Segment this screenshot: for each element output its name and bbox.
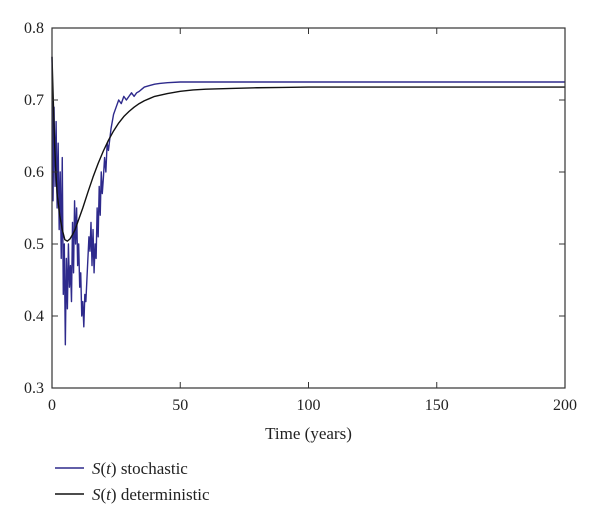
y-tick-label: 0.8	[24, 20, 44, 37]
ticks-layer: 0 50 100 150 200 0.3 0.4 0.5 0.6 0.7 0.8	[24, 20, 577, 414]
series-layer	[51, 56, 565, 346]
x-tick-label: 200	[553, 397, 577, 414]
legend: S(t) stochastic S(t) deterministic	[55, 459, 210, 504]
x-tick-label: 0	[48, 397, 56, 414]
x-tick-label: 100	[297, 397, 321, 414]
y-tick-label: 0.3	[24, 380, 44, 397]
series-line-stochastic	[51, 56, 565, 346]
x-tick-label: 50	[172, 397, 188, 414]
legend-label-deterministic: S(t) deterministic	[92, 485, 210, 504]
y-tick-label: 0.5	[24, 236, 44, 253]
x-axis-title: Time (years)	[265, 424, 352, 443]
legend-label-stochastic: S(t) stochastic	[92, 459, 188, 478]
series-line-deterministic	[51, 56, 565, 242]
y-tick-label: 0.6	[24, 164, 44, 181]
y-tick-label: 0.7	[24, 92, 44, 109]
x-tick-label: 150	[425, 397, 449, 414]
y-tick-label: 0.4	[24, 308, 44, 325]
